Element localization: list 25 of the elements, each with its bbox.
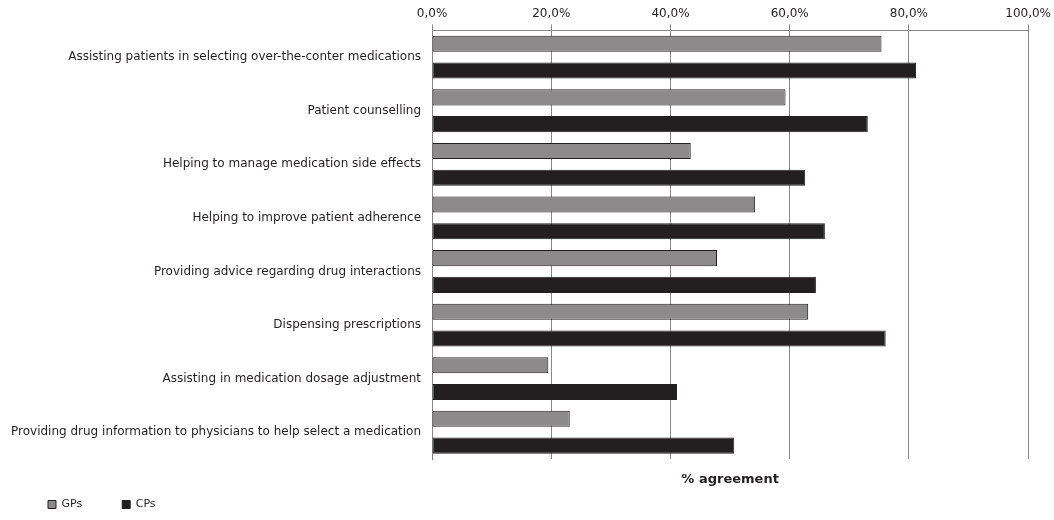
legend-label: GPs (61, 497, 83, 511)
x-tick-label: 0,0% (416, 6, 448, 21)
legend-label: CPs (135, 497, 156, 511)
y-tick-label: Providing advice regarding drug interactions (153, 263, 422, 278)
y-tick-label: Assisting in medication dosage adjustment (162, 370, 422, 385)
bar (432, 223, 825, 240)
bar (432, 330, 886, 347)
y-tick-label: Patient counselling (307, 102, 422, 117)
bar (432, 384, 678, 401)
x-tick-label: 80,0% (889, 6, 928, 21)
bar (432, 169, 806, 186)
bar (432, 437, 735, 454)
y-tick-label: Helping to improve patient adherence (192, 210, 422, 225)
x-tick-label: 40,0% (651, 6, 690, 21)
x-tick-label: 100,0% (1005, 6, 1051, 21)
x-tick-label: 20,0% (532, 6, 571, 21)
y-tick-label: Assisting patients in selecting over-the-conter medications (68, 49, 422, 64)
x-axis-title: % agreement (681, 470, 779, 486)
x-tick-label: 60,0% (770, 6, 809, 21)
y-tick-label: Providing drug information to physicians to help select a medication (11, 424, 422, 439)
bar (432, 116, 868, 133)
bar (432, 62, 917, 79)
bar (432, 276, 816, 293)
y-tick-label: Helping to manage medication side effects (162, 156, 422, 171)
y-tick-label: Dispensing prescriptions (273, 317, 422, 332)
